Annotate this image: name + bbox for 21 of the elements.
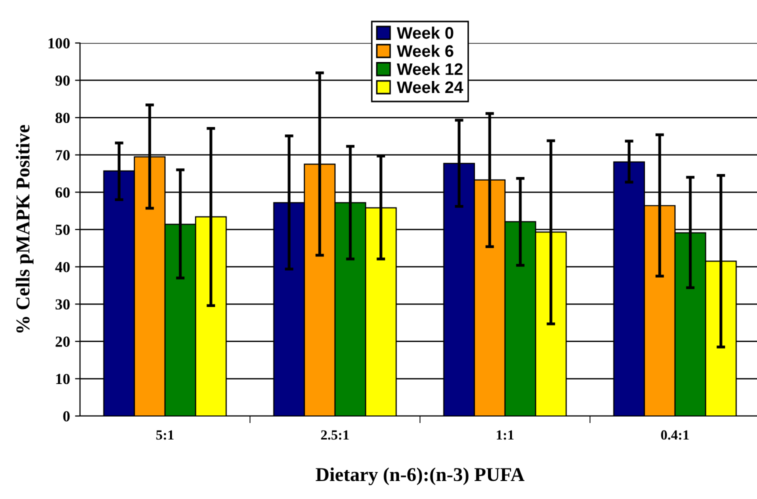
y-tick-label: 20 <box>56 336 70 347</box>
x-tick-label: 0.4:1 <box>661 430 689 440</box>
y-axis-title: % Cells pMAPK Positive <box>16 124 34 333</box>
x-tick-label: 1:1 <box>496 430 514 440</box>
legend-label: Week 6 <box>396 44 454 57</box>
y-tick-label: 80 <box>56 112 70 124</box>
legend-label: Week 0 <box>396 26 454 39</box>
x-tick-label: 2.5:1 <box>321 430 349 440</box>
y-tick-label: 50 <box>56 224 70 235</box>
y-tick-label: 30 <box>56 299 70 310</box>
y-tick-label: 60 <box>56 187 70 198</box>
y-tick-label: 100 <box>48 38 70 48</box>
y-tick-label: 0 <box>63 411 70 422</box>
y-tick-label: 10 <box>56 374 70 384</box>
x-axis-title: Dietary (n-6):(n-3) PUFA <box>316 467 524 486</box>
y-tick-label: 40 <box>55 262 70 272</box>
legend-label: Week 12 <box>396 62 463 76</box>
y-tick-label: 90 <box>55 75 70 86</box>
y-tick-label: 70 <box>56 150 70 160</box>
legend-label: Week 24 <box>396 80 464 94</box>
x-tick-label: 5:1 <box>156 430 174 440</box>
